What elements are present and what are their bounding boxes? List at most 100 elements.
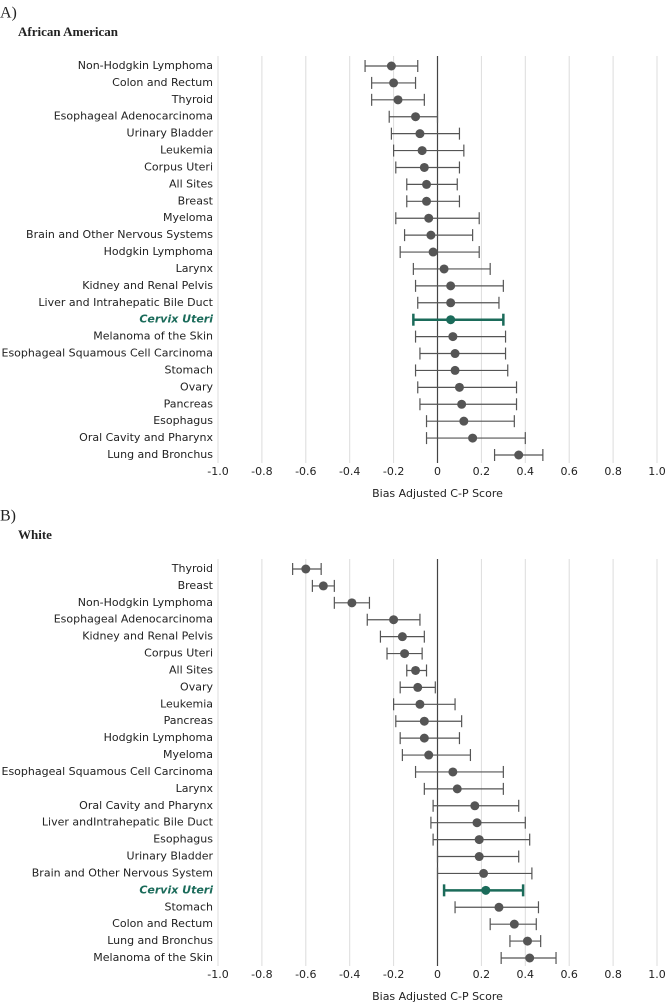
category-label: Liver andIntrahepatic Bile Duct [42,816,214,829]
point-estimate [514,450,524,460]
category-label: Colon and Rectum [112,76,213,89]
point-estimate [347,598,357,608]
category-label: Melanoma of the Skin [93,330,213,343]
point-estimate [411,665,421,675]
point-estimate [422,179,432,189]
category-label: Non-Hodgkin Lymphoma [78,596,213,609]
point-estimate [439,264,449,274]
x-tick-label: -0.2 [383,968,404,981]
point-estimate [494,902,504,912]
x-tick-label: -0.8 [251,968,272,981]
point-estimate [424,213,434,223]
x-axis-label: Bias Adjusted C-P Score [372,990,503,1003]
panel-label: B) [0,508,16,525]
category-label: Esophagus [153,414,213,427]
point-estimate [417,146,427,156]
x-tick-label: -1.0 [207,465,228,478]
point-estimate [454,382,464,392]
x-tick-label: 1.0 [648,465,666,478]
x-tick-label: 0.2 [473,465,491,478]
category-label: Stomach [164,363,213,376]
x-tick-label: -0.4 [339,968,360,981]
category-label: Colon and Rectum [112,917,213,930]
point-estimate [426,230,436,240]
point-estimate [459,416,469,426]
x-tick-label: 0.4 [517,465,535,478]
x-tick-label: 0 [434,465,441,478]
point-estimate [424,750,434,760]
point-estimate [472,818,482,828]
point-estimate [525,953,535,963]
category-label: Urinary Bladder [127,850,214,863]
x-tick-label: 0.6 [560,465,578,478]
category-label: Hodgkin Lymphoma [104,731,213,744]
point-estimate [422,196,432,206]
category-label: Thyroid [171,93,213,106]
point-estimate [457,399,467,409]
point-estimate [419,716,429,726]
point-estimate [318,581,328,591]
category-label: Myeloma [163,748,213,761]
point-estimate [446,298,456,308]
point-estimate [470,801,480,811]
x-tick-label: 0.6 [560,968,578,981]
point-estimate [419,733,429,743]
category-label: Leukemia [160,144,213,157]
category-label: Liver and Intrahepatic Bile Duct [38,296,213,309]
category-label: All Sites [169,177,213,190]
point-estimate [479,868,489,878]
x-tick-label: -0.2 [383,465,404,478]
x-tick-label: 0.2 [473,968,491,981]
x-tick-label: -0.6 [295,968,316,981]
panel-title: White [18,527,52,542]
x-tick-label: 0 [434,968,441,981]
point-estimate [452,784,462,794]
x-tick-label: 0.8 [604,465,622,478]
category-label: Lung and Bronchus [107,934,213,947]
category-label: Cervix Uteri [139,313,213,326]
point-estimate [415,699,425,709]
x-tick-label: -0.8 [251,465,272,478]
category-label: All Sites [169,663,213,676]
point-estimate [389,615,399,625]
point-estimate [474,852,484,862]
x-tick-label: 0.4 [517,968,535,981]
point-estimate [389,78,399,88]
category-label: Pancreas [164,397,214,410]
category-label: Ovary [180,680,213,693]
category-label: Brain and Other Nervous Systems [26,228,213,241]
point-estimate [446,315,456,325]
x-tick-label: 1.0 [648,968,666,981]
category-label: Esophageal Squamous Cell Carcinoma [2,765,214,778]
category-label: Larynx [176,782,214,795]
category-label: Oral Cavity and Pharynx [79,799,213,812]
point-estimate [411,112,421,122]
category-label: Oral Cavity and Pharynx [79,431,213,444]
point-estimate [419,162,429,172]
panel-label: A) [0,5,17,22]
category-label: Esophageal Adenocarcinoma [54,613,213,626]
category-label: Esophageal Squamous Cell Carcinoma [2,347,214,360]
category-label: Hodgkin Lymphoma [104,245,213,258]
category-label: Leukemia [160,697,213,710]
category-label: Stomach [164,900,213,913]
category-label: Corpus Uteri [144,647,213,660]
point-estimate [468,433,478,443]
x-tick-label: -1.0 [207,968,228,981]
category-label: Ovary [180,380,213,393]
point-estimate [397,632,407,642]
category-label: Kidney and Renal Pelvis [82,279,213,292]
category-label: Melanoma of the Skin [93,951,213,964]
category-label: Breast [178,579,214,592]
category-label: Kidney and Renal Pelvis [82,630,213,643]
x-tick-label: 0.8 [604,968,622,981]
point-estimate [448,767,458,777]
category-label: Corpus Uteri [144,160,213,173]
x-axis-label: Bias Adjusted C-P Score [372,487,503,500]
x-tick-label: -0.6 [295,465,316,478]
category-label: Brain and Other Nervous System [32,866,213,879]
category-label: Urinary Bladder [127,127,214,140]
point-estimate [481,885,491,895]
point-estimate [474,835,484,845]
